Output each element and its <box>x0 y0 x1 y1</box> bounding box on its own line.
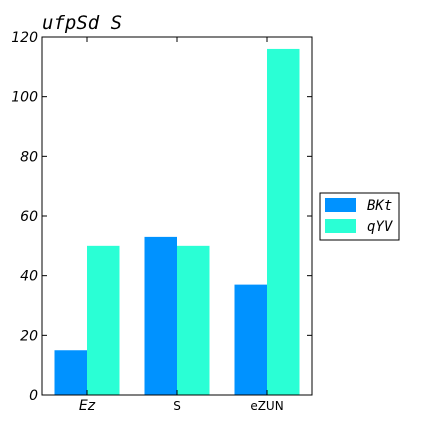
legend-label-qYV: qYV <box>367 219 394 235</box>
y-tick-label: 20 <box>20 328 38 344</box>
y-tick-label: 40 <box>20 269 38 285</box>
legend-swatch-BKt <box>325 198 356 212</box>
bar-qYV-S <box>177 245 210 395</box>
bar-qYV-Ez <box>87 245 120 395</box>
y-tick-label: 100 <box>11 90 38 106</box>
bar-BKt-eZUN <box>234 284 267 395</box>
legend-label-BKt: BKt <box>367 198 392 214</box>
plot-frame <box>41 36 313 396</box>
chart-title: ufpSd S <box>42 12 122 34</box>
y-tick-label: 60 <box>20 209 38 225</box>
y-tick-label: 0 <box>29 388 38 404</box>
legend-swatch-qYV <box>325 219 356 233</box>
bar-BKt-Ez <box>54 350 87 395</box>
x-tick-label: S <box>173 399 181 413</box>
y-axis: 0 20 40 60 80 100 120 <box>11 30 312 404</box>
x-tick-label: eZUN <box>250 399 283 413</box>
legend: BKt qYV <box>319 192 400 241</box>
y-tick-label: 120 <box>11 30 38 46</box>
bar-BKt-S <box>144 236 177 395</box>
x-tick-label: Ez <box>79 398 96 414</box>
bars-group <box>54 48 300 395</box>
bar-qYV-eZUN <box>267 48 300 395</box>
y-tick-label: 80 <box>20 149 38 165</box>
